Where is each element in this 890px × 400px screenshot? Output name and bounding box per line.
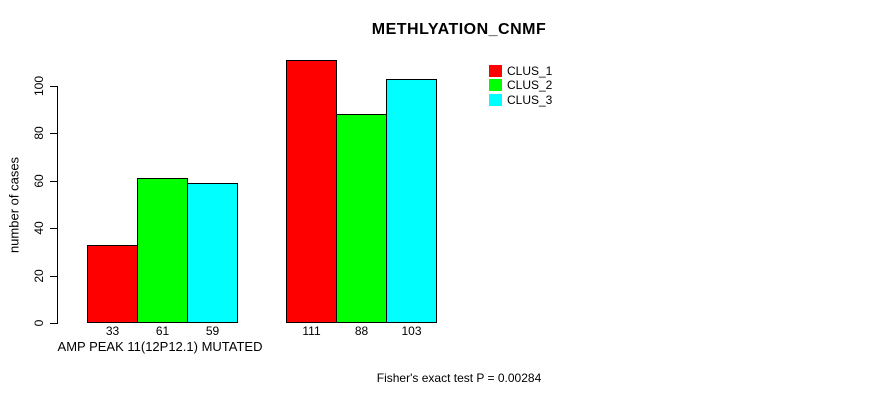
legend-swatch-clus_1	[489, 65, 502, 77]
y-tick-label: 80	[32, 126, 46, 140]
y-tick-label: 40	[32, 221, 46, 235]
y-tick-mark	[50, 181, 57, 182]
y-tick-label: 0	[32, 319, 46, 327]
legend-swatch-clus_2	[489, 79, 502, 92]
legend-label: CLUS_2	[507, 78, 553, 93]
y-tick-mark	[50, 228, 57, 229]
y-axis-label: number of cases	[6, 156, 22, 254]
x-axis-label: AMP PEAK 11(12P12.1) MUTATED	[57, 339, 263, 354]
bar-clus_2-group1	[137, 178, 188, 323]
y-tick-label: 100	[32, 75, 46, 97]
y-tick-mark	[50, 86, 57, 87]
bar-clus_1-group1	[87, 245, 138, 323]
y-tick-mark	[50, 323, 57, 324]
legend-label: CLUS_3	[507, 92, 553, 107]
y-tick-label: 60	[32, 174, 46, 188]
y-tick-label: 20	[32, 269, 46, 283]
bar-value-label: 103	[401, 324, 422, 338]
bar-value-label: 88	[354, 324, 369, 338]
bar-clus_3-group2	[386, 79, 437, 323]
bar-value-label: 59	[205, 324, 220, 338]
bar-clus_1-group2	[286, 60, 337, 323]
chart-title: METHLYATION_CNMF	[371, 21, 547, 38]
y-tick-mark	[50, 276, 57, 277]
legend-label: CLUS_1	[507, 64, 553, 78]
y-tick-mark	[50, 133, 57, 134]
bar-value-label: 33	[105, 324, 120, 338]
bar-clus_3-group1	[187, 183, 238, 323]
bar-clus_2-group2	[336, 114, 387, 323]
bar-value-label: 61	[155, 324, 170, 338]
fisher-test-annotation: Fisher's exact test P = 0.00284	[376, 371, 542, 385]
y-axis-line	[57, 86, 58, 324]
legend-swatch-clus_3	[489, 93, 502, 106]
bar-value-label: 111	[302, 324, 321, 338]
